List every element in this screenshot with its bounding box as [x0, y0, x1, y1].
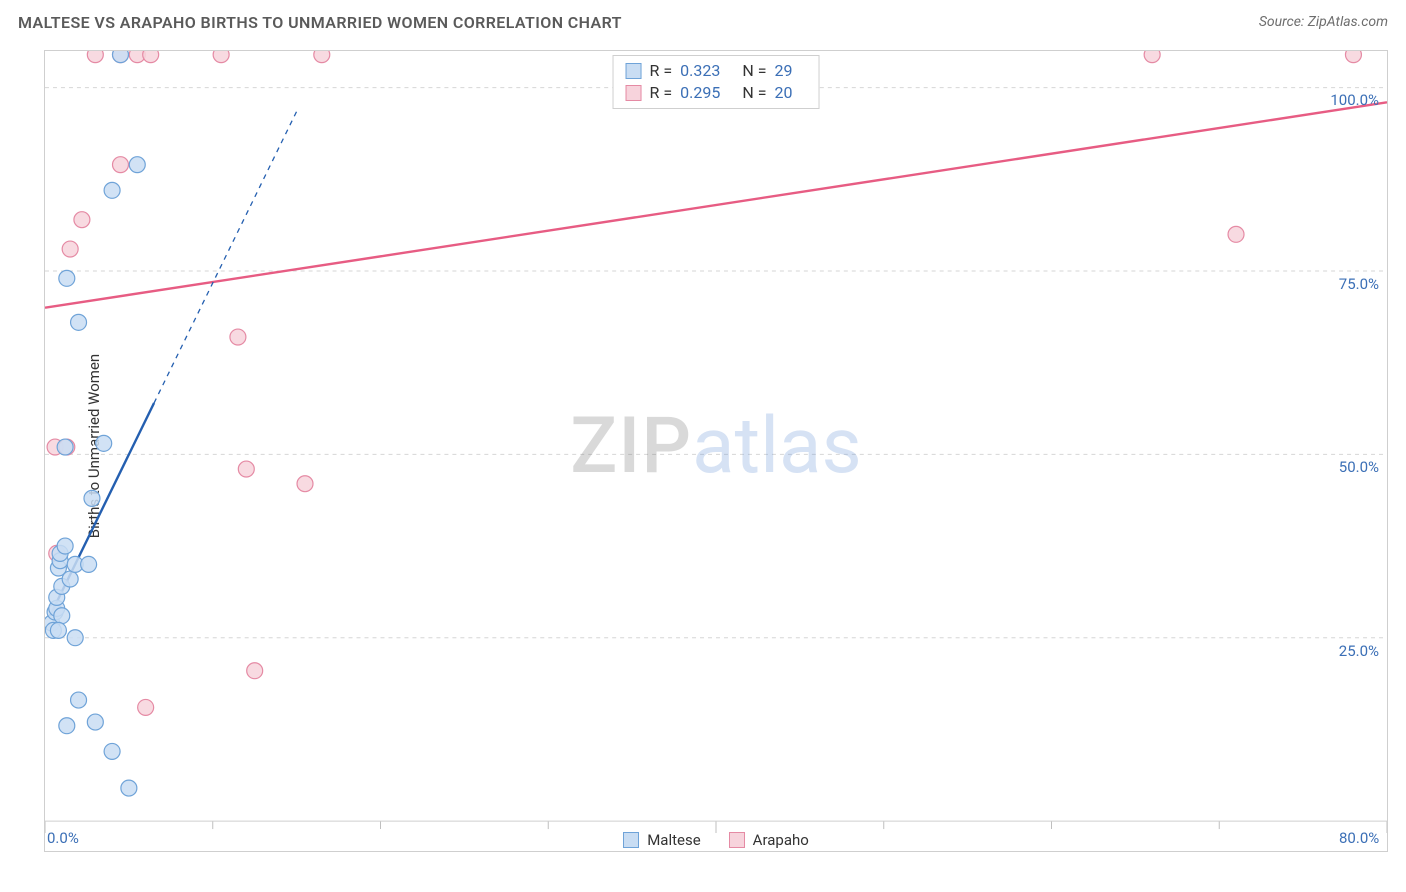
source-label: Source: ZipAtlas.com	[1259, 14, 1388, 30]
legend-stats-row-maltese: R = 0.323 N = 29	[626, 60, 807, 82]
y-tick-label: 25.0%	[1339, 642, 1379, 660]
legend-item-arapaho: Arapaho	[729, 831, 809, 849]
title-bar: MALTESE VS ARAPAHO BIRTHS TO UNMARRIED W…	[0, 0, 1406, 44]
legend-item-maltese: Maltese	[623, 831, 700, 849]
scatter-svg	[45, 51, 1387, 851]
n-value-arapaho: 20	[774, 82, 792, 104]
swatch-arapaho	[626, 85, 642, 101]
r-label: R =	[650, 82, 673, 104]
legend-stats-row-arapaho: R = 0.295 N = 20	[626, 82, 807, 104]
legend-stats: R = 0.323 N = 29 R = 0.295 N = 20	[613, 55, 820, 109]
x-tick-label: 0.0%	[47, 829, 79, 847]
swatch-arapaho	[729, 832, 745, 848]
legend-series: Maltese Arapaho	[45, 831, 1387, 849]
legend-label-arapaho: Arapaho	[753, 831, 809, 849]
plot-area: ZIPatlas R = 0.323 N = 29 R = 0.295 N = …	[44, 50, 1388, 852]
x-tick-label: 80.0%	[1339, 829, 1379, 847]
y-tick-label: 75.0%	[1339, 275, 1379, 293]
y-tick-label: 50.0%	[1339, 458, 1379, 476]
r-value-arapaho: 0.295	[680, 82, 720, 104]
y-tick-label: 100.0%	[1330, 91, 1379, 109]
n-value-maltese: 29	[774, 60, 792, 82]
r-label: R =	[650, 60, 673, 82]
chart-title: MALTESE VS ARAPAHO BIRTHS TO UNMARRIED W…	[18, 13, 622, 32]
n-label: N =	[742, 60, 766, 82]
n-label: N =	[742, 82, 766, 104]
swatch-maltese	[626, 63, 642, 79]
swatch-maltese	[623, 832, 639, 848]
r-value-maltese: 0.323	[680, 60, 720, 82]
legend-label-maltese: Maltese	[647, 831, 700, 849]
